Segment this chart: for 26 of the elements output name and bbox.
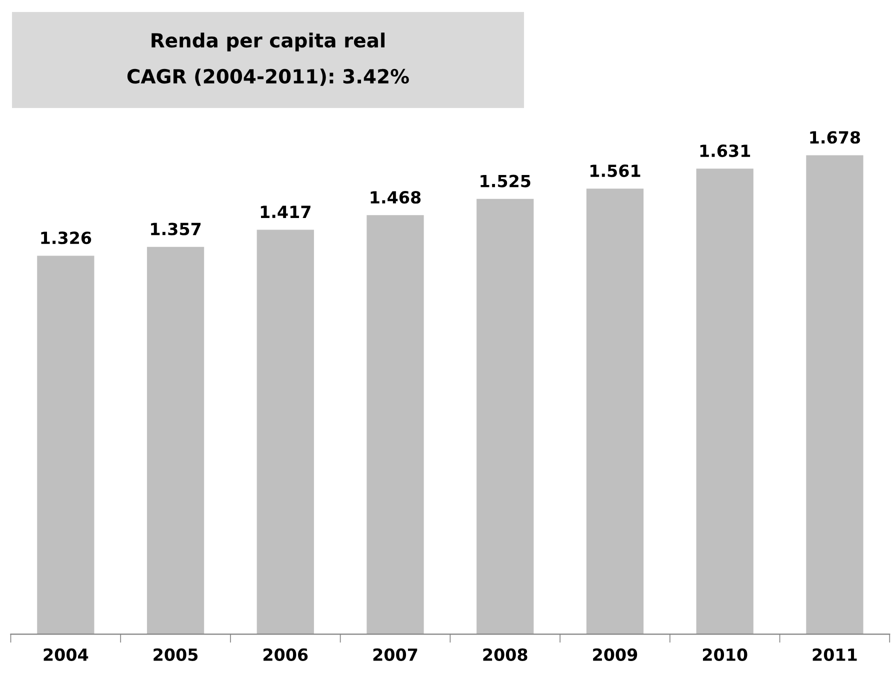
bar [256,230,314,634]
bar [476,198,534,634]
x-tick-label: 2011 [812,648,857,661]
data-label: 1.631 [700,144,750,158]
chart-title: Renda per capita real [152,32,384,52]
bar [146,246,204,634]
bar [366,215,424,634]
chart-subtitle: CAGR (2004-2011): 3.42% [127,68,409,86]
x-tick-label: 2009 [593,648,638,661]
x-tick-label: 2008 [483,648,528,661]
data-label: 1.326 [41,232,92,244]
data-label: 1.468 [370,191,421,204]
data-label: 1.357 [151,222,201,236]
bar [586,188,644,634]
x-tick-label: 2004 [44,648,88,661]
x-tick-label: 2007 [373,648,418,661]
x-tick-label: 2006 [264,648,308,661]
x-tick-label: 2005 [154,648,198,661]
data-label: 1.417 [260,206,310,218]
data-label: 1.561 [590,164,640,178]
bar [696,168,754,634]
data-label: 1.678 [810,131,860,144]
x-tick-label: 2010 [702,648,748,661]
data-label: 1.525 [480,174,530,188]
bar [37,256,94,634]
bar [806,155,864,634]
